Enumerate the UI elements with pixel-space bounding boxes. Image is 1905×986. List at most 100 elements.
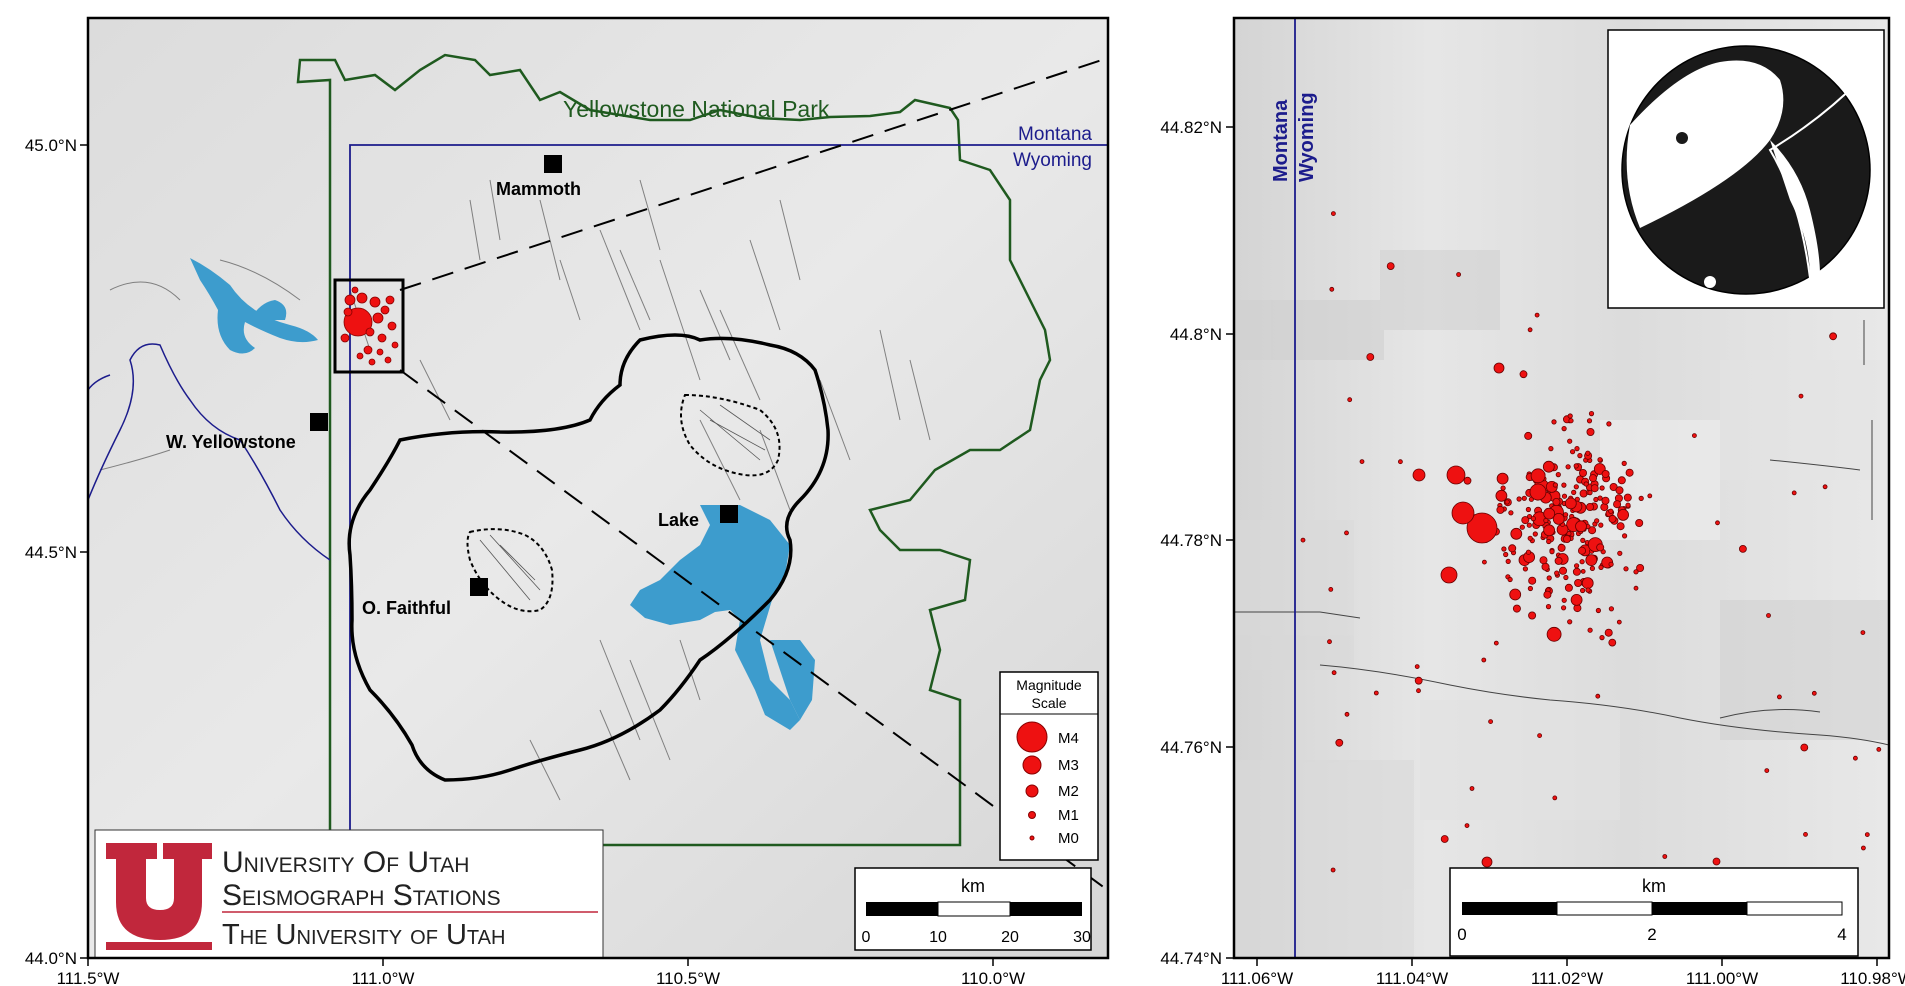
- quake-dot: [1493, 640, 1499, 646]
- quake-dot: [1613, 500, 1622, 509]
- svg-text:10: 10: [929, 929, 947, 946]
- quake-dot: [1860, 630, 1866, 635]
- detail-scale-bar: km 0 2 4: [1449, 867, 1859, 957]
- quake-dot: [1327, 639, 1332, 645]
- quake-dot: [1608, 508, 1614, 514]
- quake-dot: [1359, 459, 1365, 465]
- quake-dot: [1414, 676, 1423, 685]
- quake-dot: [1344, 711, 1350, 717]
- quake-dot: [1551, 419, 1557, 425]
- lat-label-44-76: 44.76°N: [1160, 738, 1222, 757]
- quake-dot: [1662, 854, 1668, 859]
- state-label-montana-detail: Montana: [1270, 99, 1292, 182]
- zoom-connector-top: [399, 56, 1108, 291]
- quake-dot: [1386, 262, 1395, 271]
- quake-dot: [1571, 489, 1577, 495]
- quake-dot: [1521, 495, 1527, 501]
- svg-text:20: 20: [1001, 929, 1019, 946]
- quake-dot: [1496, 472, 1509, 485]
- quake-dot: [1573, 463, 1579, 469]
- place-label-old-faithful: O. Faithful: [362, 598, 451, 618]
- quake-dot: [1588, 410, 1595, 417]
- quake-dot: [1534, 312, 1540, 318]
- quake-dot: [1577, 546, 1586, 555]
- quake-dot: [1564, 497, 1577, 510]
- quake-dot: [1300, 537, 1306, 543]
- quake-dot: [1546, 626, 1562, 642]
- quake-dot: [1440, 566, 1458, 584]
- quake-dot: [1548, 445, 1554, 452]
- quake-dot: [1509, 588, 1522, 601]
- lat-label-44: 44.0°N: [25, 949, 77, 968]
- lat-label-44-82: 44.82°N: [1160, 118, 1222, 137]
- quake-dot: [1456, 272, 1462, 277]
- quake-dot: [1623, 566, 1629, 572]
- quake-dot: [1563, 574, 1569, 581]
- quake-dot: [1554, 570, 1560, 576]
- quake-dot: [1822, 484, 1828, 490]
- quake-dot: [1519, 524, 1525, 530]
- overview-map: Yellowstone National Park Montana Wyomin…: [25, 16, 1110, 986]
- hebgen-lake: [190, 258, 318, 354]
- quake-dot: [1510, 527, 1523, 540]
- quake-dot: [1552, 513, 1565, 525]
- quake-dot: [1543, 507, 1556, 520]
- quake-dot: [1617, 476, 1626, 485]
- quake-dot: [1366, 353, 1375, 361]
- quake-dot: [1580, 569, 1586, 574]
- quake-dot: [1539, 556, 1548, 565]
- quake-dot: [1530, 468, 1546, 484]
- quake-dot: [1335, 738, 1344, 747]
- quake-dot: [1561, 597, 1567, 603]
- terrain-patches: [1234, 250, 1889, 958]
- quake-dot: [1552, 795, 1558, 801]
- quake-dot: [1764, 768, 1770, 773]
- quake-dot: [1505, 558, 1511, 565]
- detail-map: km 0 2 4 Montana Wyoming 44.82°N 44.8°N …: [1160, 16, 1905, 986]
- place-marker-mammoth: [544, 155, 562, 173]
- svg-text:Magnitude: Magnitude: [1016, 677, 1082, 693]
- quake-dot: [1567, 413, 1573, 419]
- quake-dot: [1583, 481, 1589, 487]
- quake-dot: [1581, 577, 1594, 589]
- quake-dot: [1599, 634, 1605, 641]
- quake-dot: [1481, 856, 1493, 868]
- quake-dot: [1500, 485, 1506, 491]
- quake-dot: [1501, 546, 1507, 552]
- lon-label-110-5: 110.5°W: [656, 969, 720, 986]
- quake-dot: [1397, 459, 1403, 465]
- quake-dot: [1608, 514, 1617, 523]
- quake-dot: [1546, 575, 1552, 581]
- quake-dot: [1588, 474, 1597, 483]
- quake-dot: [1829, 332, 1837, 341]
- quake-dot: [1451, 501, 1475, 525]
- yellowstone-lake: [630, 505, 800, 730]
- quake-dot: [1560, 605, 1567, 611]
- quake-dot: [1558, 566, 1567, 575]
- quake-dot: [1561, 482, 1567, 488]
- quake-dot: [1414, 664, 1420, 669]
- quake-dot: [1412, 468, 1426, 482]
- place-marker-lake: [720, 505, 738, 523]
- quake-dot: [1635, 519, 1644, 528]
- lat-label-44-80: 44.8°N: [1170, 325, 1222, 344]
- quake-dot: [1561, 425, 1567, 432]
- quake-dot: [1508, 544, 1517, 553]
- quake-dot: [1568, 418, 1574, 424]
- river-overview: [88, 343, 331, 561]
- svg-text:M2: M2: [1058, 783, 1079, 800]
- quake-dot: [1574, 445, 1580, 452]
- quake-dot: [1328, 587, 1334, 592]
- quake-dot: [1330, 867, 1336, 873]
- quake-dot: [1595, 693, 1601, 699]
- state-label-wyoming-detail: Wyoming: [1296, 92, 1318, 182]
- quake-dot: [1573, 484, 1579, 490]
- svg-text:km: km: [961, 876, 985, 896]
- overview-map-background: [88, 18, 1108, 958]
- quake-dot: [1532, 531, 1538, 537]
- quake-dot: [1503, 551, 1509, 558]
- quake-dot: [1488, 719, 1494, 724]
- quake-dot: [1344, 530, 1349, 536]
- quake-dot: [1608, 638, 1617, 647]
- quake-dot: [1570, 594, 1583, 606]
